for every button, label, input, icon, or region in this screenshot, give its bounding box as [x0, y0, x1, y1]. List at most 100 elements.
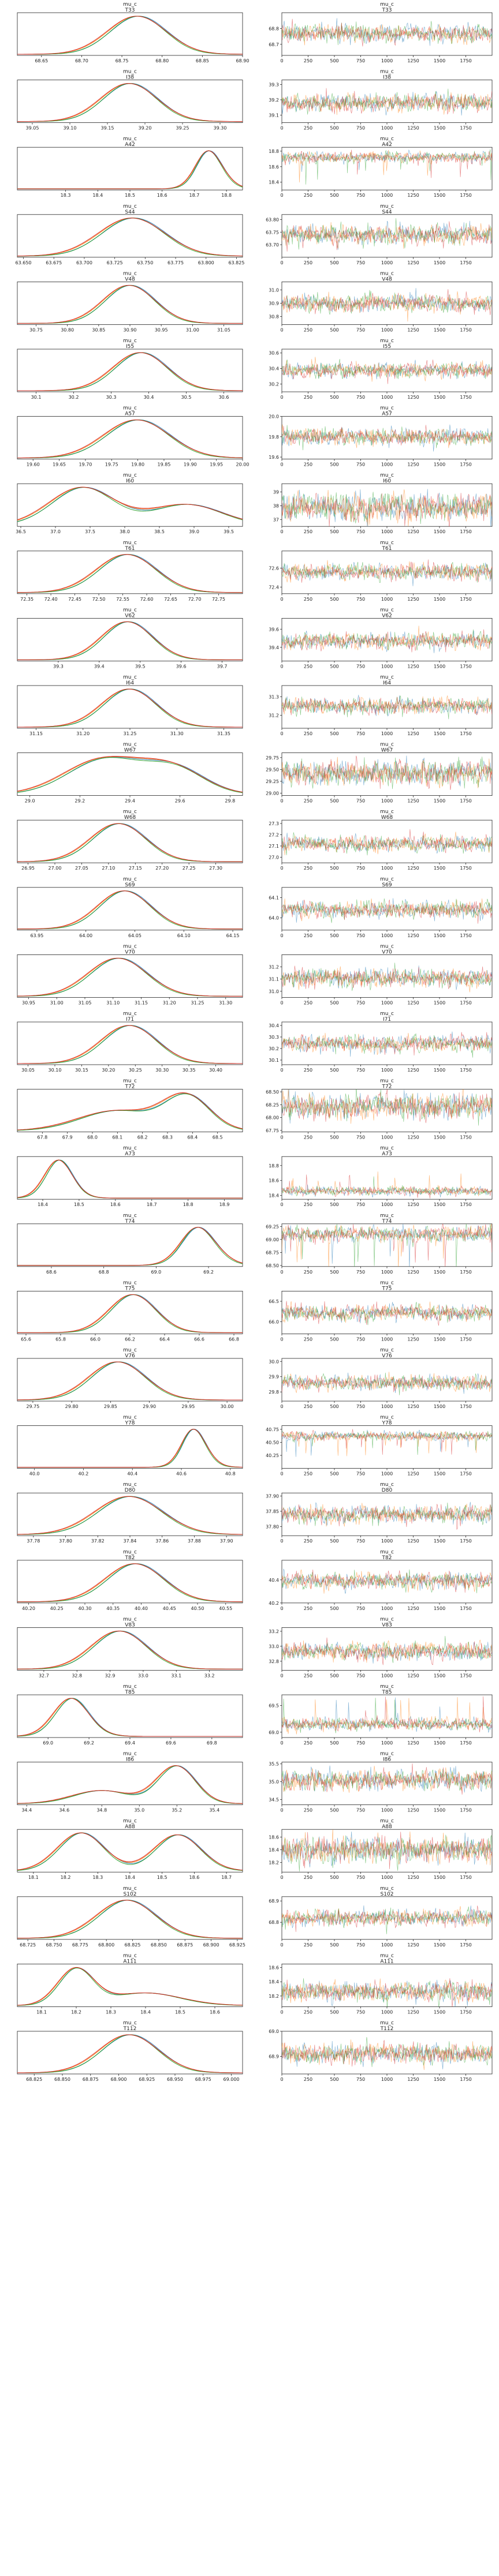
chain-density-line	[17, 1429, 243, 1468]
x-tick-label: 500	[330, 260, 338, 265]
y-tick-label: 20.0	[269, 414, 279, 420]
x-tick-label: 0	[280, 1068, 283, 1073]
x-tick-label: 32.9	[105, 1673, 116, 1678]
x-tick-label: 66.6	[194, 1336, 204, 1342]
y-tick-label: 30.0	[269, 1359, 279, 1364]
x-tick-label: 37.80	[59, 1538, 72, 1544]
x-tick-label: 250	[304, 1808, 312, 1813]
chain-density-line	[17, 1496, 243, 1535]
x-tick-label: 69.000	[224, 2077, 240, 2082]
y-tick-label: 68.25	[266, 1102, 279, 1107]
x-tick-label: 250	[304, 866, 312, 871]
x-tick-label: 750	[356, 799, 365, 804]
x-tick-label: 1750	[460, 462, 471, 467]
x-tick-label: 1750	[460, 799, 471, 804]
x-tick-label: 36.5	[16, 529, 26, 534]
x-tick-label: 0	[280, 327, 283, 332]
chain-density-line	[17, 1496, 243, 1535]
chain-trace-line	[282, 2037, 492, 2067]
chain-density-line	[17, 890, 243, 930]
panel-title-line: mu_c	[380, 675, 394, 680]
y-tick-label: 38	[273, 503, 279, 508]
x-tick-label: 68.825	[26, 2077, 42, 2082]
x-tick-label: 19.90	[184, 462, 197, 467]
panel-title-line: A111	[380, 1959, 393, 1964]
x-tick-label: 1500	[434, 1942, 445, 1948]
chain-density-line	[17, 284, 243, 324]
x-tick-label: 39.6	[176, 664, 187, 669]
x-tick-label: 1500	[434, 1538, 445, 1544]
x-tick-label: 37.82	[91, 1538, 105, 1544]
x-tick-label: 19.80	[131, 462, 144, 467]
chain-trace-line	[282, 1763, 492, 1795]
chain-density-line	[17, 688, 243, 728]
chain-density-line	[17, 218, 243, 257]
x-tick-label: 1000	[381, 193, 393, 198]
x-tick-label: 750	[356, 597, 365, 602]
y-tick-label: 29.8	[269, 1390, 279, 1395]
chain-trace-line	[282, 21, 492, 46]
x-tick-label: 0	[280, 395, 283, 400]
x-tick-label: 68.90	[236, 58, 250, 63]
x-tick-label: 1500	[434, 260, 445, 265]
panel-title-line: T33	[125, 8, 135, 13]
y-tick-label: 40.2	[269, 1601, 279, 1606]
panel-title-line: mu_c	[380, 2, 394, 8]
panel-title-line: A57	[382, 411, 392, 417]
x-tick-label: 19.95	[210, 462, 223, 467]
y-tick-label: 18.2	[269, 1860, 279, 1866]
x-tick-label: 750	[356, 327, 365, 332]
chain-density-line	[17, 16, 243, 55]
panel-title-line: T72	[125, 1084, 135, 1090]
chain-density-line	[17, 420, 243, 459]
chain-density-line	[17, 1361, 243, 1401]
x-tick-label: 1000	[381, 933, 393, 938]
x-tick-label: 1500	[434, 933, 445, 938]
y-tick-label: 39	[273, 490, 279, 495]
x-tick-label: 39.05	[26, 126, 39, 131]
chain-density-line	[17, 823, 243, 862]
x-tick-label: 1250	[407, 933, 419, 938]
panel-title-line: mu_c	[380, 1482, 394, 1488]
panel-title-line: mu_c	[123, 1347, 137, 1353]
x-tick-label: 1750	[460, 2009, 471, 2015]
chain-density-line	[17, 1698, 243, 1737]
panel-title-line: W68	[381, 815, 393, 821]
chain-density-line	[17, 554, 243, 593]
x-tick-label: 68.725	[20, 1942, 36, 1948]
panel-title-line: mu_c	[123, 136, 137, 142]
chain-density-line	[17, 1496, 243, 1535]
x-tick-label: 63.825	[228, 260, 244, 265]
x-tick-label: 72.65	[164, 597, 177, 602]
y-tick-label: 18.8	[269, 1163, 279, 1169]
x-tick-label: 31.05	[79, 1000, 92, 1005]
chain-density-line	[17, 352, 243, 391]
x-tick-label: 65.6	[21, 1336, 31, 1342]
posterior-axes	[17, 1829, 243, 1873]
y-tick-label: 68.9	[269, 1899, 279, 1904]
panel-title-line: A42	[382, 142, 392, 148]
x-tick-label: 750	[356, 731, 365, 736]
x-tick-label: 40.30	[79, 1606, 92, 1611]
x-tick-label: 68.925	[229, 1942, 245, 1948]
chain-density-line	[17, 1832, 243, 1871]
x-tick-label: 35.4	[209, 1808, 219, 1813]
x-tick-label: 39.3	[53, 664, 64, 669]
x-tick-label: 250	[304, 193, 312, 198]
x-tick-label: 68.850	[151, 1942, 167, 1948]
chain-trace-line	[282, 829, 492, 853]
chain-density-line	[17, 1361, 243, 1401]
panel-title-line: T61	[125, 546, 135, 552]
chain-trace-line	[282, 149, 492, 178]
posterior-axes	[17, 2031, 243, 2075]
x-tick-label: 500	[330, 529, 338, 534]
